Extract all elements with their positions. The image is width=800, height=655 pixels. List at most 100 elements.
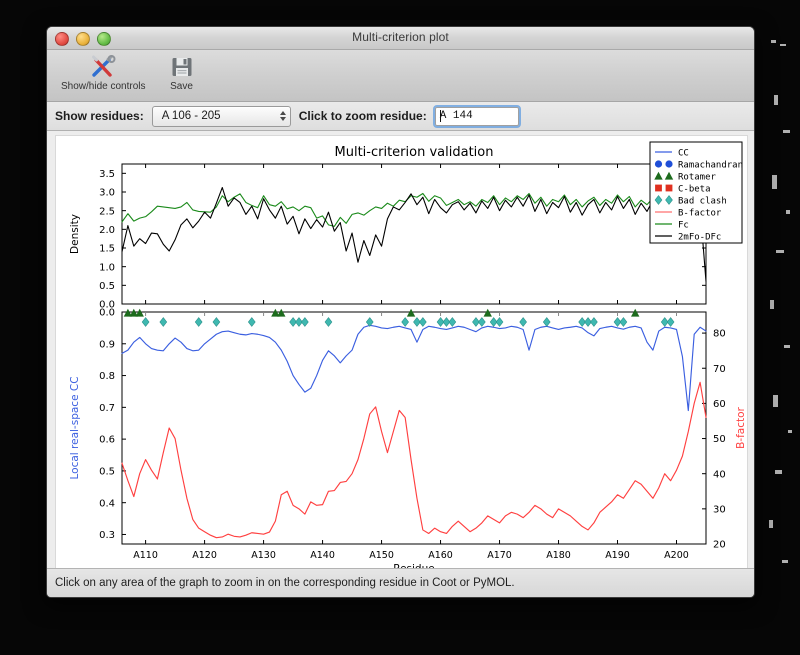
bad-clash-marker[interactable] [401, 317, 409, 327]
rotamer-marker[interactable] [123, 308, 133, 317]
desktop-artifact [776, 250, 784, 253]
bad-clash-marker[interactable] [666, 317, 675, 327]
bad-clash-marker[interactable] [289, 317, 297, 327]
series-2mfo-dfc [121, 186, 707, 283]
series-b-factor [121, 381, 707, 539]
bad-clash-marker[interactable] [365, 317, 374, 327]
plot-canvas[interactable]: Multi-criterion validation 0.0 0.5 1.0 1.5 2.… [55, 135, 748, 573]
status-text: Click on any area of the graph to zoom i… [55, 577, 515, 589]
upper-ytick-label: 1.5 [99, 244, 115, 255]
upper-ytick-label: 3.5 [99, 169, 115, 180]
desktop-artifact [784, 345, 790, 348]
legend-marker-triangle[interactable] [654, 171, 663, 180]
bad-clash-marker[interactable] [436, 317, 445, 327]
bad-clash-marker[interactable] [590, 317, 598, 327]
lower-xtick-label: A130 [251, 550, 276, 561]
rotamer-marker[interactable] [271, 308, 280, 317]
legend-entry[interactable]: C-beta [655, 184, 711, 194]
bad-clash-marker[interactable] [141, 317, 150, 327]
floppy-disk-icon [170, 54, 194, 80]
bad-clash-marker[interactable] [212, 317, 221, 327]
legend: CC Ramachandran Rotamer C-beta Bad clash B-fa… [649, 141, 743, 244]
lower-ytick-label-left: 0.0 [99, 308, 115, 319]
lower-ytick-label-left: 0.5 [99, 467, 115, 478]
desktop-artifact [783, 130, 790, 133]
zoom-residue-input[interactable]: A 144 [432, 104, 521, 128]
save-button[interactable]: Save [156, 53, 208, 92]
lower-ytick-label-right: 80 [713, 329, 726, 340]
lower-ytick-label-right: 30 [713, 504, 726, 515]
rotamer-marker[interactable] [406, 308, 416, 317]
bad-clash-marker[interactable] [419, 317, 427, 327]
legend-label: Bad clash [678, 196, 727, 206]
desktop-artifact [775, 470, 782, 474]
lower-panel: 0.3 0.4 0.5 0.6 0.7 0.8 0.9 0.0 20 30 40 50 60 70 80 A1… [69, 308, 747, 572]
controls-bar: Show residues: A 106 - 205 Click to zoom… [47, 102, 754, 131]
bad-clash-marker[interactable] [301, 317, 309, 327]
close-button[interactable] [55, 32, 69, 46]
legend-entry[interactable]: Ramachandran [654, 160, 743, 170]
legend-marker-circle[interactable] [654, 160, 663, 168]
bad-clash-marker[interactable] [159, 317, 168, 327]
bad-clash-marker[interactable] [478, 317, 486, 327]
legend-marker-diamond[interactable] [654, 195, 663, 205]
bad-clash-marker[interactable] [247, 317, 256, 327]
lower-xtick-label: A140 [310, 550, 335, 561]
legend-label: B-factor [678, 208, 722, 218]
legend-entry[interactable]: Rotamer [654, 171, 717, 183]
plot-area[interactable]: Multi-criterion validation 0.0 0.5 1.0 1.5 2.… [47, 131, 754, 574]
legend-entry[interactable]: CC [655, 148, 689, 158]
legend-label: 2mFo-DFc [678, 232, 721, 242]
bad-clash-marker[interactable] [660, 317, 669, 327]
bad-clash-marker[interactable] [194, 317, 203, 327]
text-caret [439, 109, 441, 122]
lower-xtick-label: A180 [546, 550, 571, 561]
residue-range-select[interactable]: A 106 - 205 [151, 105, 291, 127]
bad-clash-marker[interactable] [489, 317, 498, 327]
zoom-button[interactable] [97, 32, 111, 46]
rotamer-marker[interactable] [129, 308, 138, 317]
legend-entry[interactable]: B-factor [655, 208, 722, 218]
multi-criterion-figure[interactable]: Multi-criterion validation 0.0 0.5 1.0 1.5 2.… [56, 136, 747, 572]
bad-clash-marker[interactable] [519, 317, 527, 327]
stepper-arrows-icon[interactable] [279, 111, 286, 121]
lower-ytick-label-left: 0.8 [99, 371, 115, 382]
rotamer-marker[interactable] [483, 308, 492, 317]
desktop-artifact [782, 560, 788, 563]
validation-markers [123, 308, 675, 327]
lower-ytick-label-right: 20 [713, 540, 726, 551]
lower-ylabel-right: B-factor [735, 406, 747, 448]
bad-clash-marker[interactable] [578, 317, 586, 327]
bad-clash-marker[interactable] [472, 317, 480, 327]
bad-clash-marker[interactable] [448, 317, 457, 327]
legend-entry[interactable]: 2mFo-DFc [655, 232, 721, 242]
legend-marker-triangle[interactable] [664, 171, 674, 180]
legend-marker-diamond[interactable] [665, 195, 673, 205]
window-titlebar[interactable]: Multi-criterion plot [47, 27, 754, 50]
legend-entry[interactable]: Bad clash [654, 195, 727, 207]
bad-clash-marker[interactable] [324, 317, 333, 327]
legend-marker-square[interactable] [665, 184, 673, 192]
bad-clash-marker[interactable] [584, 317, 592, 327]
lower-xtick-label: A120 [192, 550, 217, 561]
bad-clash-marker[interactable] [442, 317, 451, 327]
desktop-artifact [786, 210, 790, 214]
bad-clash-marker[interactable] [413, 317, 421, 327]
bad-clash-marker[interactable] [542, 317, 551, 327]
bad-clash-marker[interactable] [295, 317, 303, 327]
legend-box [649, 141, 743, 244]
legend-entry[interactable]: Fc [655, 220, 689, 230]
desktop-artifact [772, 175, 777, 189]
lower-xtick-label: A150 [369, 550, 394, 561]
show-hide-controls-button[interactable]: Show/hide controls [55, 53, 152, 92]
rotamer-marker[interactable] [631, 308, 640, 317]
legend-marker-square[interactable] [655, 184, 662, 192]
bad-clash-marker[interactable] [495, 317, 504, 327]
rotamer-marker[interactable] [135, 308, 144, 317]
legend-marker-circle[interactable] [665, 160, 673, 168]
bad-clash-marker[interactable] [619, 317, 628, 327]
bad-clash-marker[interactable] [613, 317, 622, 327]
minimize-button[interactable] [76, 32, 90, 46]
rotamer-marker[interactable] [277, 308, 286, 317]
